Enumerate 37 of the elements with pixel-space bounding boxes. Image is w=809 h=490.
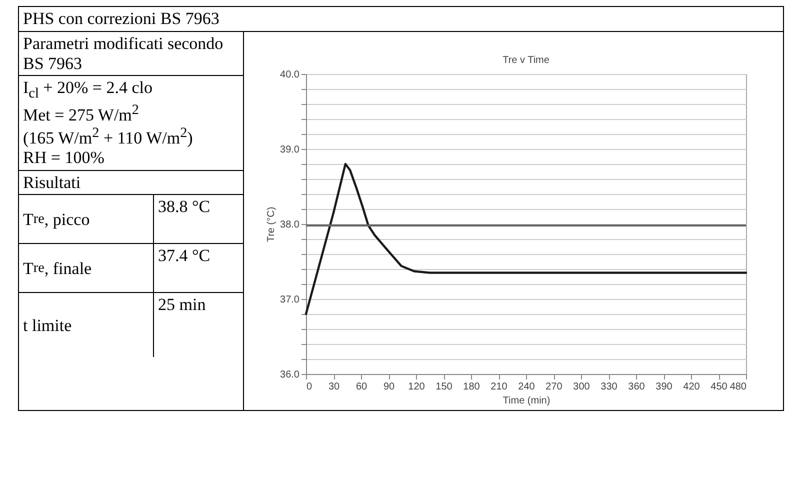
text: 38.8 °C [157,196,212,218]
y-tick-label: 40.0 [280,70,300,80]
text: 37.4 °C [157,245,212,268]
x-tick-label: 60 [356,382,368,392]
text: 25 min [157,294,207,316]
text: I$_{cl}$ + 20% = 2.4 clo [23,78,152,102]
x-tick-label: 90 [383,382,395,392]
y-tick-label: 38.0 [280,220,300,230]
x-tick-label: 30 [328,382,340,392]
x-tick-label: 180 [463,382,480,392]
text: Parametri modificati secondo BS 7963 [19,32,243,76]
x-tick-label: 150 [436,382,453,392]
text: t limite [19,293,154,358]
text: PHS con correzioni BS 7963 [19,7,783,32]
line-series [304,162,748,316]
y-tick-label: 36.0 [280,370,300,380]
x-tick-label: 330 [600,382,618,392]
y-tick-label: 37.0 [280,294,300,306]
y-tick-label: 39.0 [280,144,300,156]
x-tick-label: 120 [408,382,426,392]
x-tick-label: 300 [573,382,590,392]
text: (165 W/m$^{2}$ + 110 W/m$^{2}$) [23,124,193,148]
x-tick-label: 240 [518,382,536,392]
x-tick-label: 360 [628,382,646,392]
text: RH = 100% [23,148,104,168]
chart-title: Tre v Time [502,55,550,66]
x-tick-label: 270 [546,382,563,392]
x-tick-label: 450 [710,382,728,392]
text: Risultati [19,170,243,196]
y-axis-title: Tre (°C) [266,206,278,242]
x-tick-label: 0 [306,382,312,392]
text: Met = 275 W/m$^{2}$ [23,102,139,124]
x-axis-title: Time (min) [502,396,550,406]
x-tick-label: 390 [656,382,673,392]
x-tick-label: 210 [490,382,508,392]
x-tick-label: 480 [730,382,747,392]
x-tick-label: 420 [683,382,700,392]
